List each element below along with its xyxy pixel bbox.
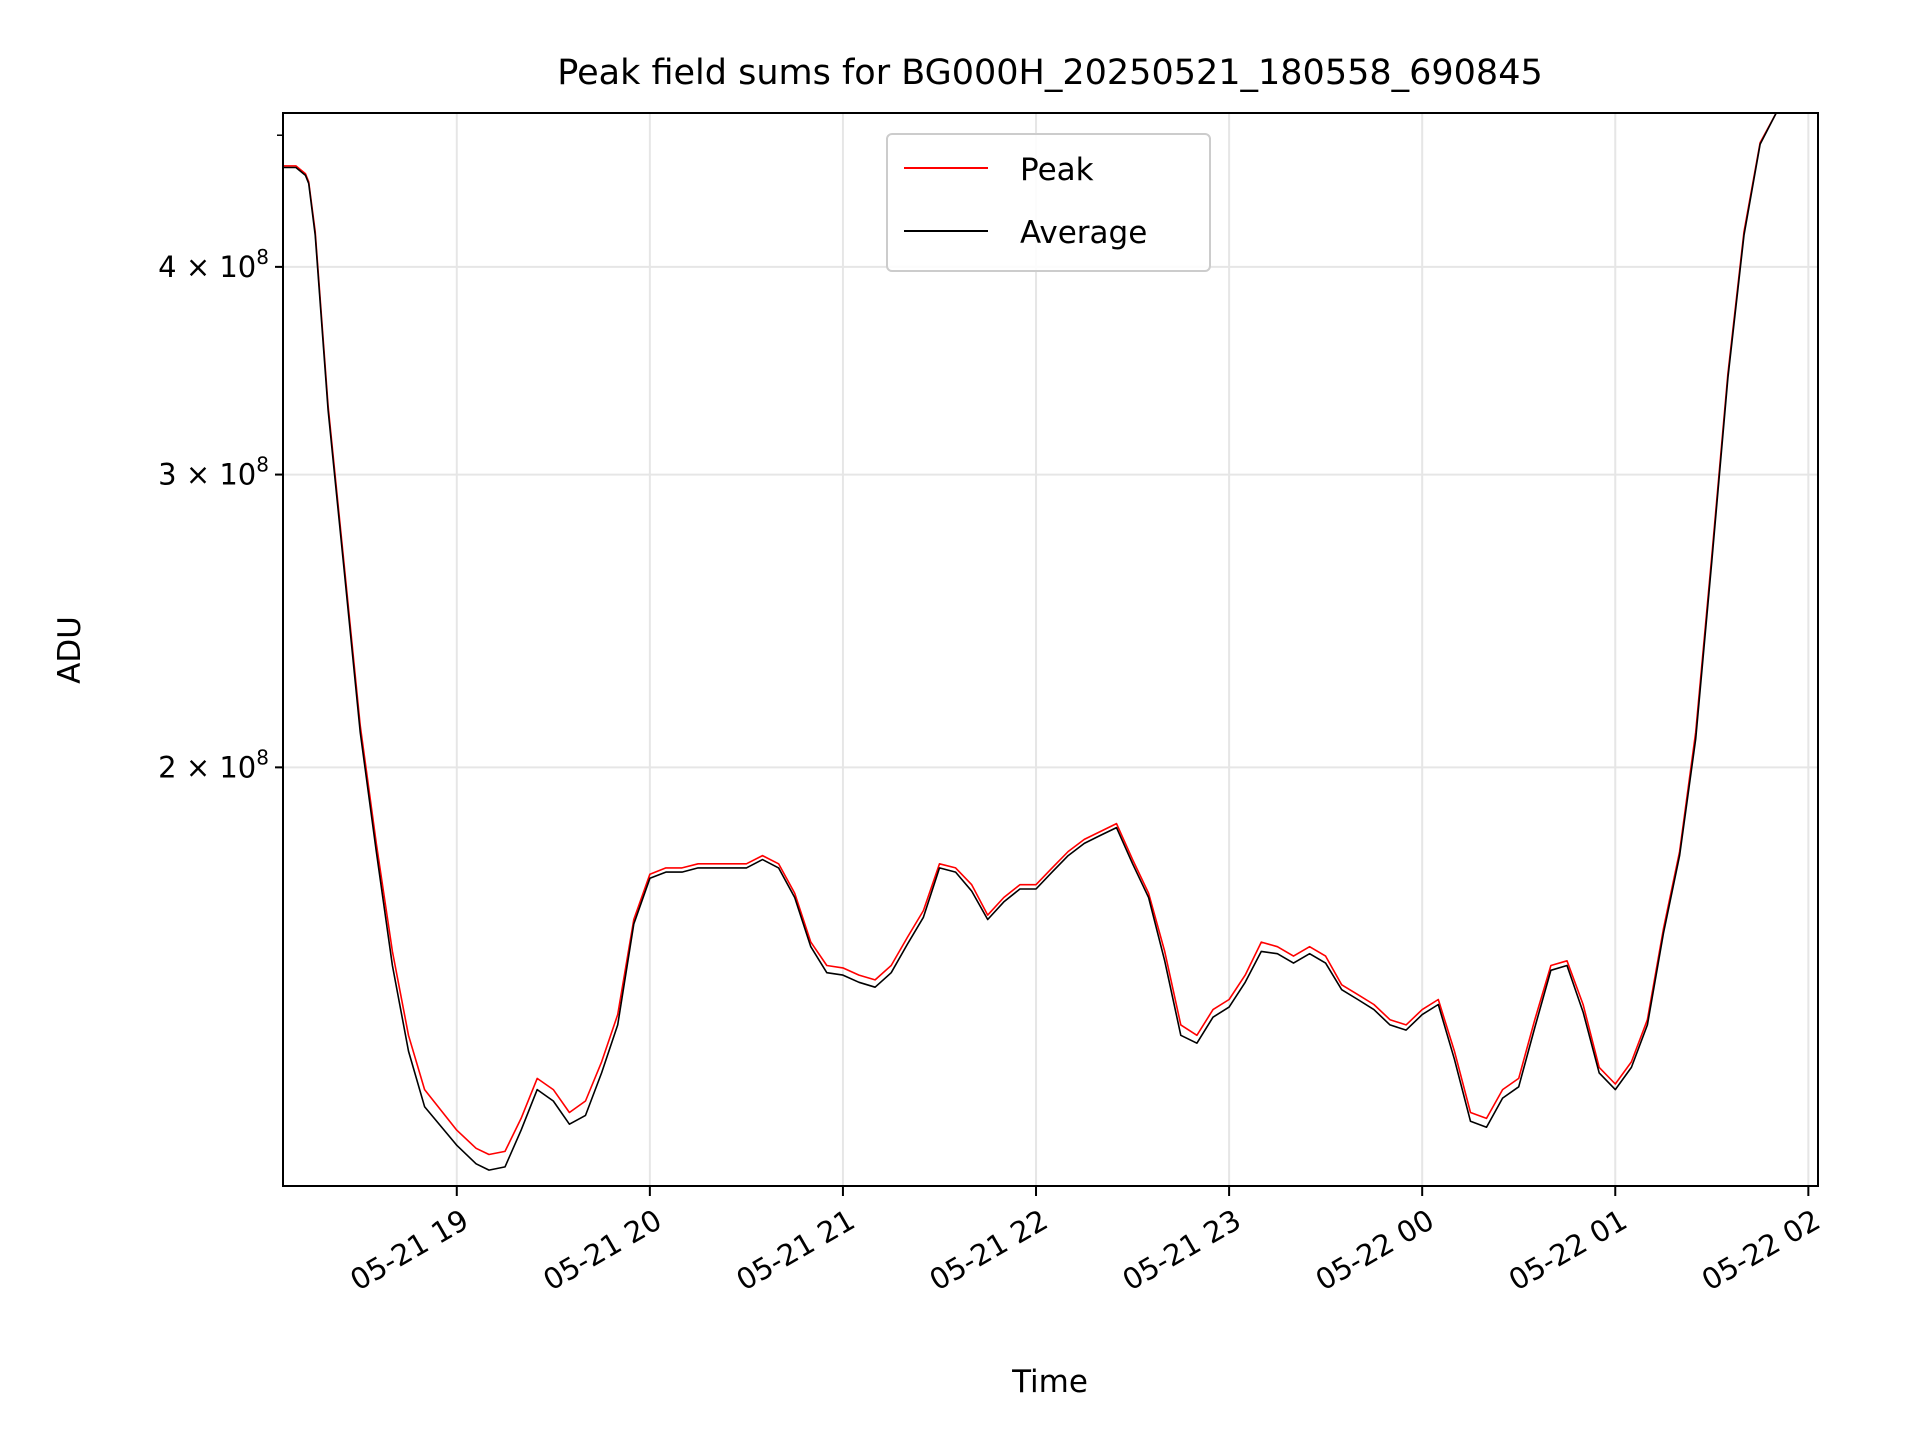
y-axis-label: ADU — [52, 616, 88, 684]
x-axis-label: Time — [1011, 1364, 1088, 1400]
x-tick-label: 05-21 19 — [344, 1203, 474, 1298]
y-tick-label: 2 × 108 — [158, 745, 269, 784]
y-tick-exponent: 8 — [256, 745, 269, 769]
series-lines — [283, 112, 1818, 1171]
y-tick-mantissa: 2 — [158, 750, 176, 784]
y-tick-times: × — [177, 250, 220, 284]
legend-label-average: Average — [1020, 215, 1147, 251]
legend: Peak Average — [886, 133, 1211, 272]
x-axis: 05-21 19 05-21 20 05-21 21 05-21 22 05-21 23… — [344, 1186, 1826, 1298]
y-tick-exponent: 8 — [256, 453, 269, 477]
x-tick-label: 05-22 02 — [1696, 1203, 1826, 1298]
y-tick-label: 3 × 108 — [158, 453, 269, 492]
y-tick-times: × — [177, 750, 220, 784]
x-tick-label: 05-22 01 — [1503, 1203, 1633, 1298]
x-tick-label: 05-21 23 — [1117, 1203, 1247, 1298]
x-tick-label: 05-21 20 — [537, 1203, 667, 1298]
y-tick-base: 10 — [219, 458, 256, 492]
y-tick-base: 10 — [219, 750, 256, 784]
x-tick-label: 05-21 22 — [924, 1203, 1054, 1298]
y-tick-mantissa: 4 — [158, 250, 176, 284]
series-line-peak — [283, 112, 1818, 1156]
y-tick-mantissa: 3 — [158, 458, 176, 492]
grid — [283, 113, 1818, 1186]
y-tick-times: × — [177, 458, 220, 492]
x-tick-label: 05-22 00 — [1310, 1203, 1440, 1298]
y-tick-exponent: 8 — [256, 245, 269, 269]
chart-title: Peak field sums for BG000H_20250521_1805… — [557, 53, 1543, 93]
series-line-average — [283, 112, 1818, 1171]
y-tick-label: 4 × 108 — [158, 245, 269, 284]
y-tick-base: 10 — [219, 250, 256, 284]
plot-area — [282, 112, 1819, 1187]
x-tick-label: 05-21 21 — [731, 1203, 861, 1298]
legend-label-peak: Peak — [1020, 152, 1094, 188]
